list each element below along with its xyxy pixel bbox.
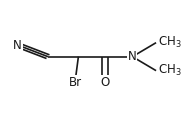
Text: CH$_3$: CH$_3$ — [158, 63, 181, 78]
Text: CH$_3$: CH$_3$ — [158, 35, 181, 50]
Text: N: N — [128, 50, 137, 63]
Text: N: N — [13, 38, 22, 51]
Text: Br: Br — [68, 76, 82, 89]
Text: O: O — [101, 76, 110, 89]
